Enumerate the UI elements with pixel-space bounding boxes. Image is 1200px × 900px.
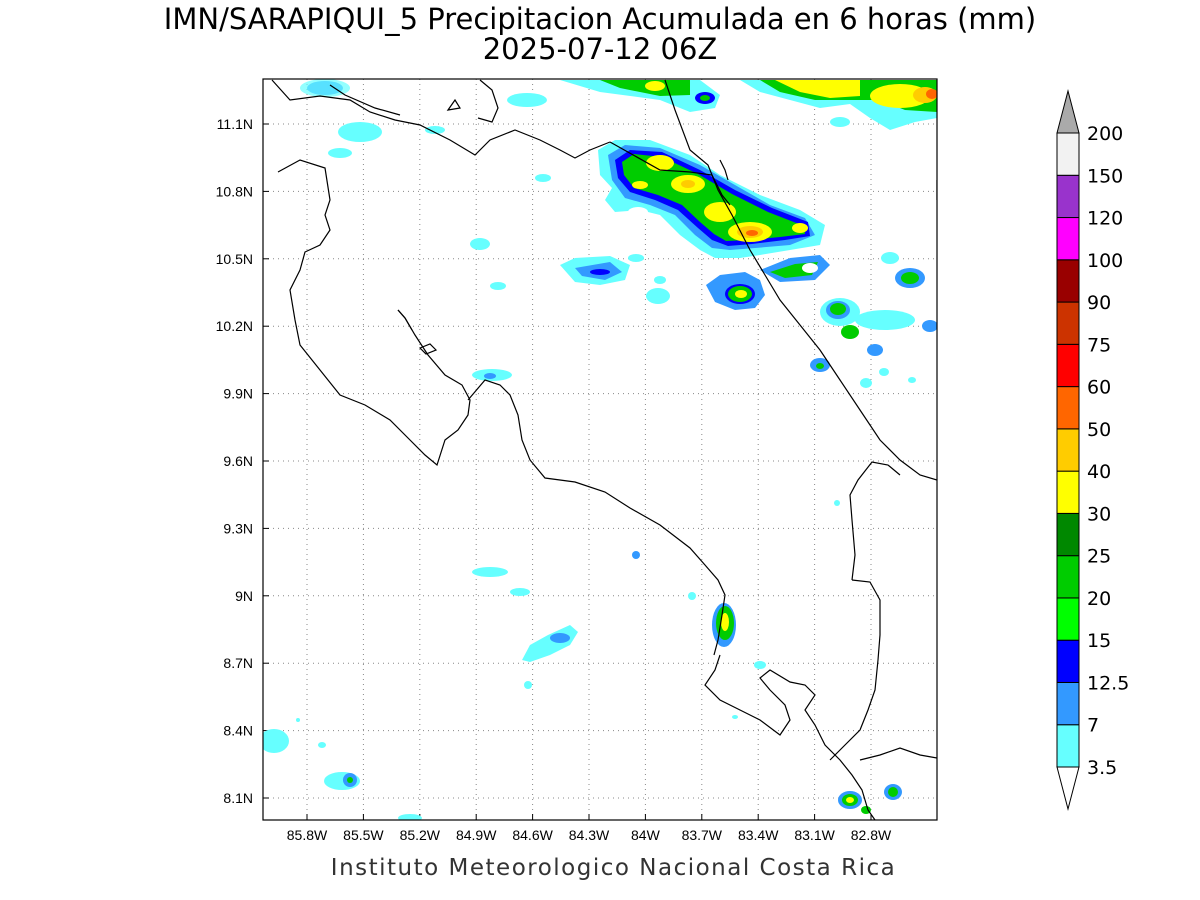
colorbar-level-label: 3.5 — [1087, 757, 1117, 779]
lat-tick-label: 10.5N — [216, 251, 253, 267]
lat-tick-label: 10.2N — [216, 318, 253, 334]
lon-tick-label: 85.8W — [287, 827, 328, 843]
lat-tick-label: 10.8N — [216, 183, 253, 199]
precipitation-field — [263, 79, 937, 820]
colorbar-swatch — [1056, 343, 1080, 388]
lat-tick-label: 8.1N — [223, 790, 253, 806]
colorbar-level-label: 150 — [1087, 165, 1123, 187]
colorbar-level-label: 15 — [1087, 630, 1111, 652]
colorbar-level-label: 12.5 — [1087, 672, 1129, 694]
map-title: IMN/SARAPIQUI_5 Precipitacion Acumulada … — [163, 2, 1037, 36]
latitude-tick-labels: 11.1N 10.8N 10.5N 10.2N 9.9N 9.6N 9.3N 9N 8.7N 8.… — [216, 116, 253, 806]
colorbar-swatch — [1056, 386, 1080, 430]
colorbar-swatch — [1056, 681, 1080, 726]
lat-tick-label: 9.9N — [223, 386, 253, 402]
colorbar-swatch — [1056, 639, 1080, 683]
lat-tick-label: 8.4N — [223, 723, 253, 739]
colorbar-level-label: 30 — [1087, 503, 1111, 525]
colorbar-swatch — [1056, 724, 1080, 768]
longitude-tick-labels: 85.8W 85.5W 85.2W 84.9W 84.6W 84.3W 84W 83.7W 83… — [287, 827, 892, 843]
lon-tick-label: 85.2W — [400, 827, 441, 843]
lon-tick-label: 84.3W — [569, 827, 610, 843]
colorbar-swatch — [1056, 301, 1080, 345]
map-subtitle-date: 2025-07-12 06Z — [482, 32, 718, 66]
colorbar-level-label: 25 — [1087, 546, 1111, 568]
colorbar-over-arrow — [1056, 89, 1080, 134]
colorbar-swatch — [1056, 132, 1080, 176]
lon-tick-label: 82.8W — [851, 827, 892, 843]
lon-tick-label: 83.4W — [738, 827, 779, 843]
map-border — [262, 78, 938, 821]
colorbar-swatch — [1056, 555, 1080, 599]
footer-credit: Instituto Meteorologico Nacional Costa R… — [330, 855, 897, 881]
colorbar-swatch — [1056, 217, 1080, 261]
colorbar-level-label: 20 — [1087, 588, 1111, 610]
colorbar-level-label: 120 — [1087, 208, 1123, 230]
coastlines-and-borders — [271, 79, 937, 820]
colorbar-level-label: 7 — [1087, 715, 1099, 737]
lon-tick-label: 83.1W — [794, 827, 835, 843]
colorbar-level-label: 90 — [1087, 292, 1111, 314]
colorbar-swatch — [1056, 470, 1080, 514]
colorbar-swatch — [1056, 174, 1080, 219]
colorbar-level-label: 50 — [1087, 419, 1111, 441]
lon-tick-label: 84.6W — [512, 827, 553, 843]
lon-tick-label: 84.9W — [456, 827, 497, 843]
colorbar-swatch — [1056, 512, 1080, 557]
colorbar-level-label: 100 — [1087, 250, 1123, 272]
colorbar-level-label: 200 — [1087, 123, 1123, 145]
colorbar-under-arrow — [1056, 766, 1080, 811]
colorbar-swatch — [1056, 597, 1080, 641]
lon-tick-label: 83.7W — [682, 827, 723, 843]
lon-tick-label: 85.5W — [343, 827, 384, 843]
lon-tick-label: 84W — [631, 827, 661, 843]
lat-tick-label: 9.3N — [223, 520, 253, 536]
lat-tick-label: 9N — [235, 588, 253, 604]
lat-tick-label: 9.6N — [223, 453, 253, 469]
lat-tick-label: 8.7N — [223, 655, 253, 671]
colorbar-level-label: 40 — [1087, 461, 1111, 483]
colorbar-swatch — [1056, 259, 1080, 303]
colorbar: 3.5 7 12.5 15 20 25 30 40 50 60 75 90 100 120 150 200 — [1056, 89, 1129, 811]
colorbar-swatch — [1056, 428, 1080, 472]
colorbar-level-label: 60 — [1087, 377, 1111, 399]
colorbar-level-label: 75 — [1087, 334, 1111, 356]
lat-tick-label: 11.1N — [217, 116, 253, 132]
map-frame — [263, 79, 937, 820]
